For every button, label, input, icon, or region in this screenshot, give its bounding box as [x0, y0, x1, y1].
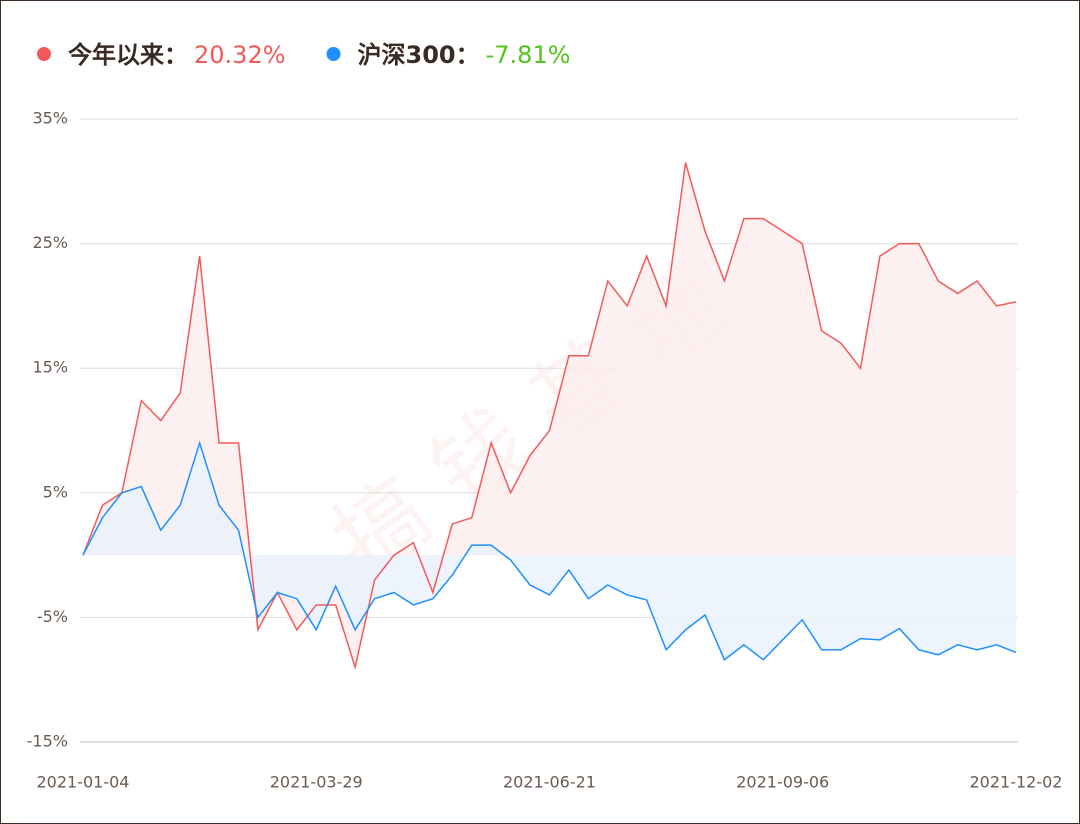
series-line: [82, 440, 1017, 661]
y-tick-label: -15%: [27, 732, 68, 751]
legend-value: 20.32%: [194, 41, 286, 69]
x-tick-label: 2021-09-06: [736, 773, 829, 792]
legend-value: -7.81%: [486, 41, 571, 69]
legend-dot: [37, 47, 51, 61]
x-tick-label: 2021-12-02: [970, 773, 1063, 792]
legend-label: 沪深300：: [358, 41, 480, 69]
y-tick-label: -5%: [37, 607, 68, 626]
y-tick-label: 35%: [32, 109, 68, 128]
y-tick-label: 5%: [43, 482, 68, 501]
legend-label: 今年以来：: [68, 41, 188, 69]
y-tick-label: 15%: [32, 358, 68, 377]
series-line: [82, 162, 1017, 671]
x-tick-label: 2021-01-04: [37, 773, 130, 792]
x-tick-label: 2021-06-21: [503, 773, 596, 792]
y-tick-label: 25%: [32, 233, 68, 252]
area-fill: [83, 162, 1016, 668]
x-tick-label: 2021-03-29: [270, 773, 363, 792]
legend-dot: [326, 47, 341, 61]
